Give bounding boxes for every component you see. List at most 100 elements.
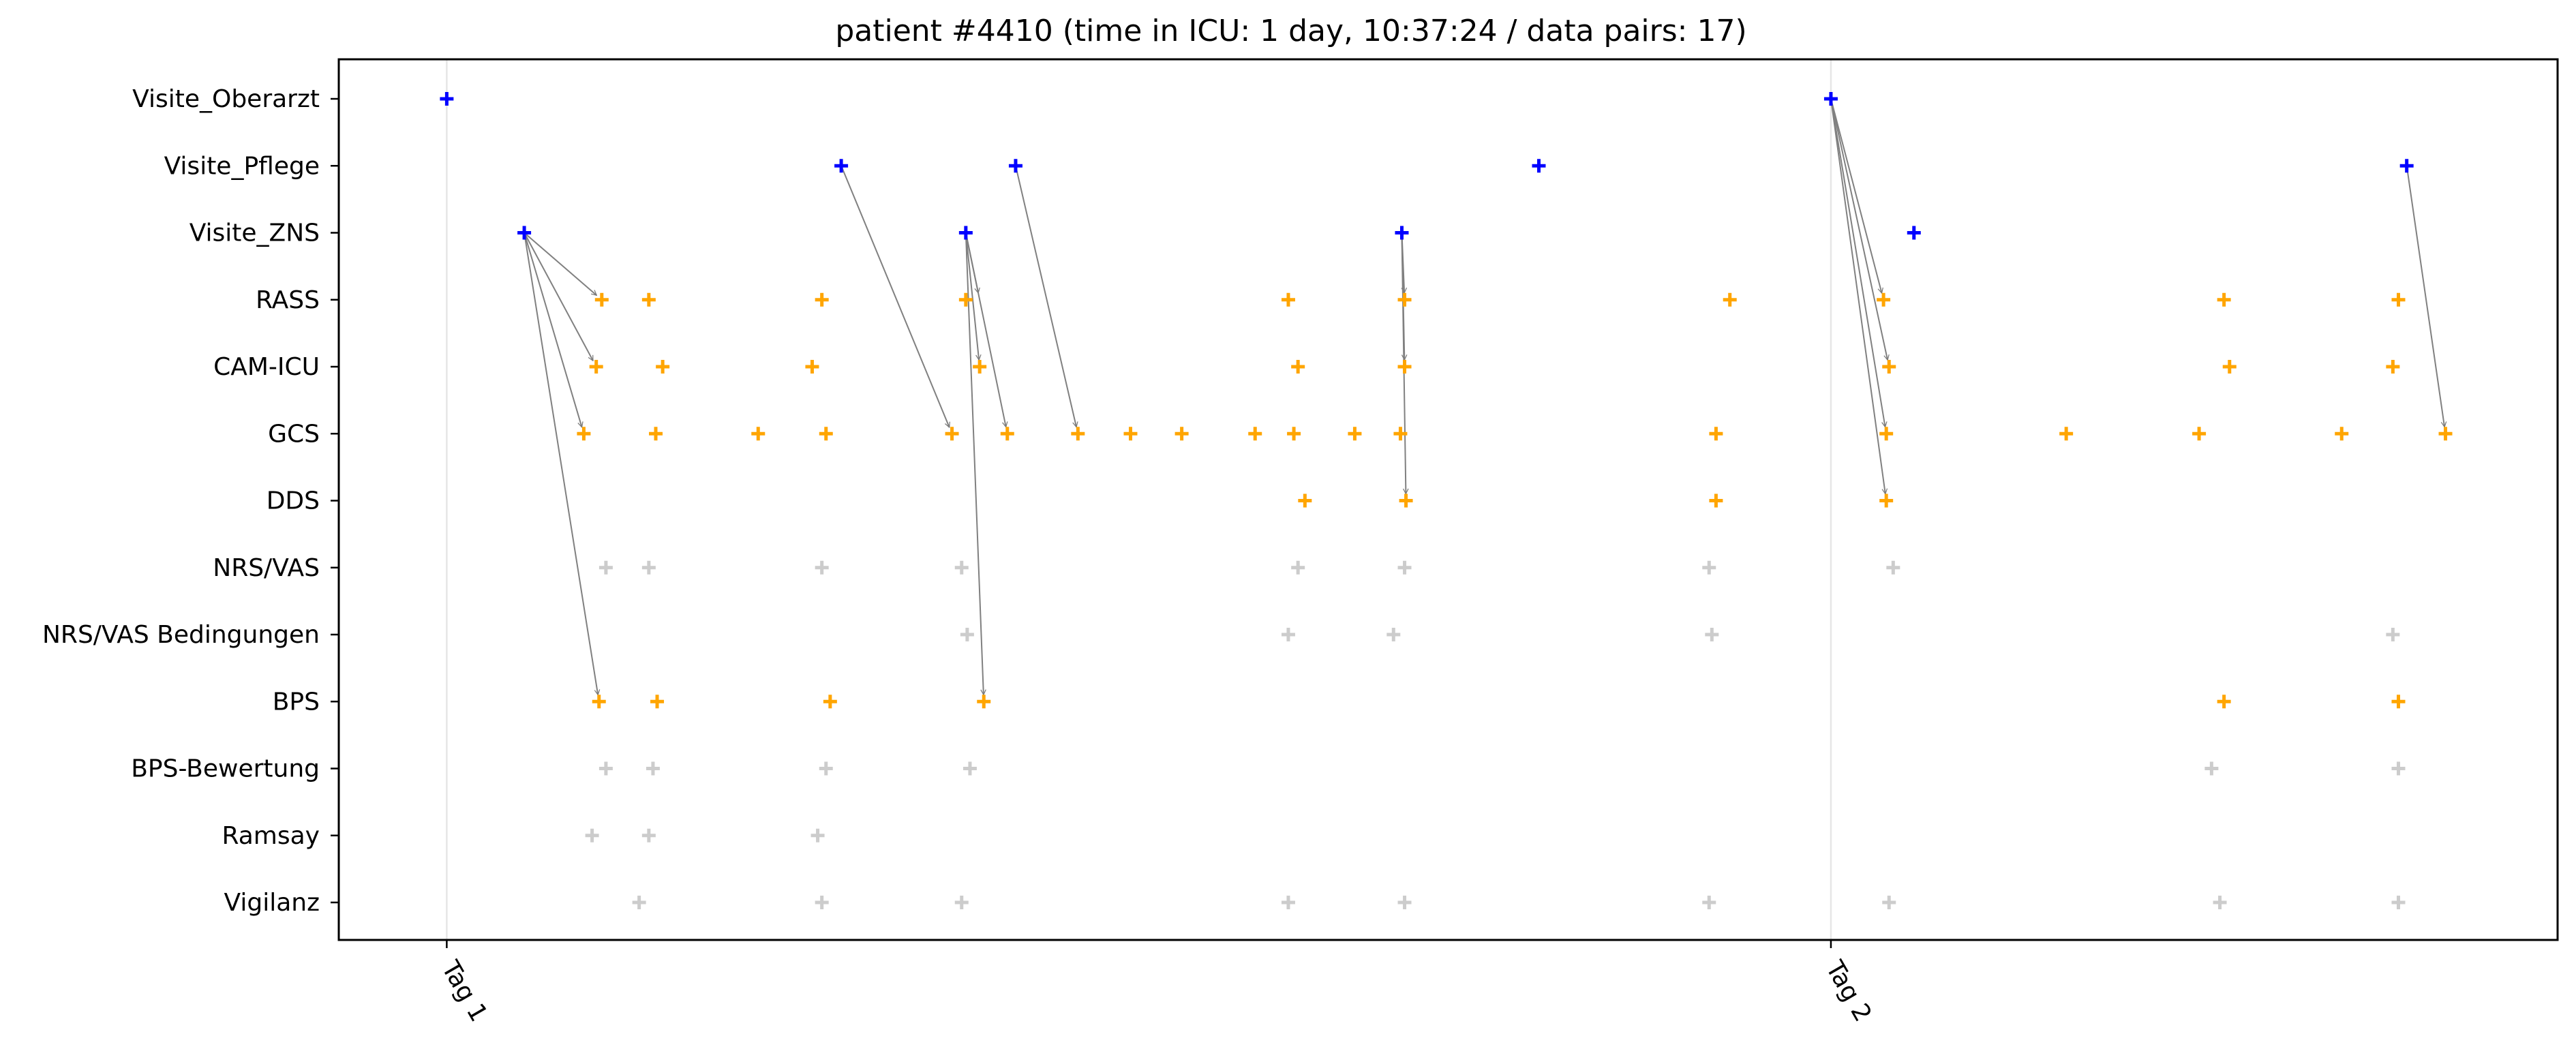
plus-marker: [1123, 427, 1138, 441]
plus-marker: [1882, 896, 1896, 909]
plus-marker: [1281, 628, 1295, 641]
plus-marker: [973, 360, 987, 374]
plus-marker: [1387, 628, 1401, 641]
plus-marker: [1248, 427, 1262, 441]
y-tick-label: BPS: [273, 688, 320, 716]
plus-marker: [958, 226, 973, 240]
plus-marker: [1723, 292, 1737, 307]
plus-marker: [1886, 560, 1900, 575]
plus-marker: [1298, 493, 1312, 508]
y-tick-label: NRS/VAS Bedingungen: [42, 621, 320, 649]
plus-marker: [632, 896, 646, 909]
pair-arrow: [1830, 101, 1882, 293]
plus-marker: [1882, 360, 1896, 374]
y-tick-label: Ramsay: [222, 822, 320, 850]
plus-marker: [815, 896, 829, 909]
plus-marker: [1709, 493, 1723, 508]
gridlines: [446, 59, 1832, 940]
plus-marker: [440, 92, 454, 106]
plus-marker: [592, 695, 606, 709]
plus-marker: [823, 695, 837, 709]
plus-marker: [1877, 292, 1891, 307]
pair-arrow: [965, 235, 1006, 427]
plus-marker: [960, 628, 974, 641]
plus-marker: [2386, 360, 2400, 374]
x-tick-label: Tag 1: [436, 956, 493, 1027]
plus-marker: [819, 427, 833, 441]
plus-marker: [1395, 226, 1409, 240]
pair-arrow: [524, 235, 581, 427]
y-tick-label: Visite_Oberarzt: [132, 85, 320, 113]
plus-marker: [751, 427, 766, 441]
pair-arrow: [525, 234, 594, 361]
plus-marker: [1532, 159, 1546, 173]
plus-marker: [641, 828, 656, 842]
plus-marker: [598, 560, 613, 575]
y-tick-label: NRS/VAS: [213, 554, 320, 582]
plus-marker: [1397, 560, 1412, 575]
y-tick-label: DDS: [267, 487, 320, 515]
pair-arrow: [526, 234, 596, 295]
plus-marker: [2391, 292, 2406, 307]
plus-marker: [1348, 427, 1362, 441]
plus-marker: [1397, 896, 1412, 909]
plus-marker: [2391, 761, 2406, 776]
plus-marker: [1823, 92, 1838, 106]
plot-frame: [337, 58, 2559, 941]
plus-marker: [1702, 896, 1716, 909]
plus-marker: [598, 761, 613, 776]
pair-arrow: [2406, 168, 2444, 427]
plus-marker: [1071, 427, 1085, 441]
markers: [440, 92, 2453, 909]
plus-marker: [2213, 896, 2227, 909]
plus-marker: [2391, 896, 2406, 909]
plus-marker: [2204, 761, 2219, 776]
plus-marker: [954, 896, 969, 909]
plus-marker: [517, 226, 532, 240]
x-axis: Tag 1 Tag 2: [436, 940, 1877, 1027]
plus-marker: [977, 695, 991, 709]
plus-marker: [2386, 628, 2400, 641]
plus-marker: [819, 761, 833, 776]
y-tick-label: Vigilanz: [224, 889, 320, 917]
plus-marker: [2335, 427, 2349, 441]
plus-marker: [1393, 427, 1408, 441]
plus-marker: [1291, 560, 1305, 575]
plus-marker: [589, 360, 603, 374]
plus-marker: [1397, 360, 1412, 374]
plus-marker: [650, 695, 665, 709]
plus-marker: [1008, 159, 1022, 173]
plus-marker: [2217, 292, 2231, 307]
y-tick-label: RASS: [256, 286, 320, 314]
chart-title: patient #4410 (time in ICU: 1 day, 10:37…: [835, 14, 1746, 48]
pair-arrow: [965, 235, 984, 695]
y-axis: Visite_Oberarzt Visite_Pflege Visite_ZNS RA…: [42, 85, 339, 917]
pair-arrow: [524, 235, 598, 695]
plus-marker: [577, 427, 591, 441]
plus-marker: [2438, 427, 2453, 441]
pair-arrow: [1830, 101, 1885, 494]
pair-arrow: [841, 168, 950, 427]
plus-marker: [963, 761, 977, 776]
plus-marker: [810, 828, 825, 842]
y-tick-label: Visite_ZNS: [190, 219, 320, 247]
plus-marker: [1175, 427, 1189, 441]
plus-marker: [585, 828, 599, 842]
plus-marker: [945, 427, 959, 441]
plus-marker: [2217, 695, 2231, 709]
plus-marker: [646, 761, 660, 776]
plus-marker: [641, 560, 656, 575]
plus-marker: [1907, 226, 1921, 240]
plus-marker: [649, 427, 663, 441]
plus-marker: [805, 360, 819, 374]
plus-marker: [834, 159, 849, 173]
plus-marker: [958, 292, 973, 307]
plus-marker: [2192, 427, 2207, 441]
plus-marker: [954, 560, 969, 575]
plus-marker: [1397, 292, 1412, 307]
pair-arrow: [1830, 101, 1885, 427]
pair-arrow: [1015, 168, 1076, 427]
plus-marker: [815, 560, 829, 575]
plus-marker: [2399, 159, 2414, 173]
